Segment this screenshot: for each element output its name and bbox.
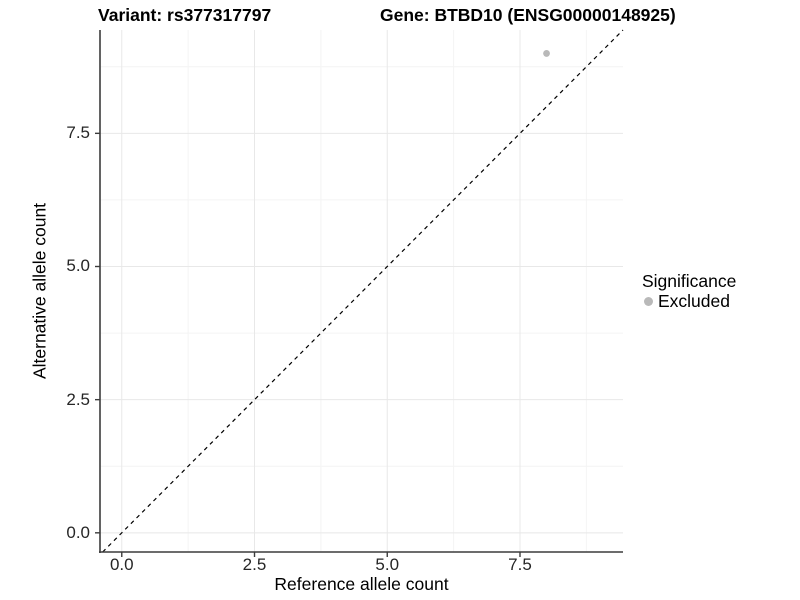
y-tick-label: 5.0 xyxy=(66,256,90,276)
x-tick-label: 7.5 xyxy=(508,555,532,574)
y-tick-label: 7.5 xyxy=(66,123,90,143)
plot-title-variant: Variant: rs377317797 xyxy=(98,5,272,25)
legend: Significance Excluded xyxy=(642,271,736,311)
x-tick-label: 5.0 xyxy=(375,555,400,574)
legend-point-icon xyxy=(644,297,653,306)
y-tick-label: 2.5 xyxy=(66,389,90,409)
y-axis-title: Alternative allele count xyxy=(29,202,50,380)
identity-reference-line xyxy=(102,29,624,553)
data-point xyxy=(543,50,550,57)
y-tick-label: 0.0 xyxy=(66,522,90,542)
legend-title: Significance xyxy=(642,271,737,291)
x-axis-title: Reference allele count xyxy=(274,574,449,594)
x-tick-label: 2.5 xyxy=(242,555,267,574)
legend-entry-label: Excluded xyxy=(658,291,730,311)
legend-entry-excluded: Excluded xyxy=(644,292,736,311)
x-tick-label: 0.0 xyxy=(109,555,134,574)
plot-title-gene: Gene: BTBD10 (ENSG00000148925) xyxy=(380,5,676,25)
